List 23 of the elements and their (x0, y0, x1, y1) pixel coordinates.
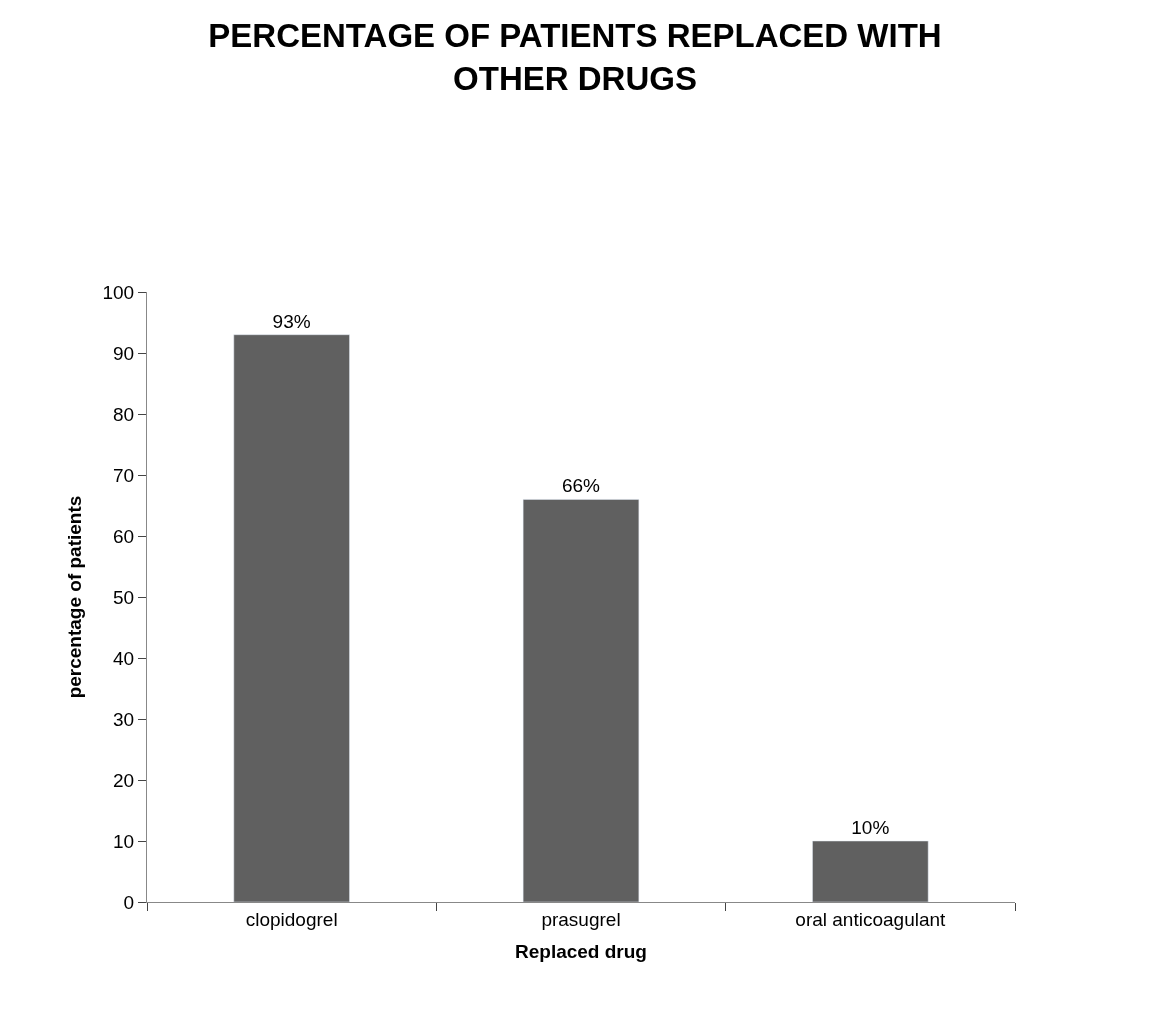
y-tick-label: 30 (113, 708, 135, 730)
y-tick-label: 70 (113, 464, 135, 486)
y-tick-label: 90 (113, 342, 135, 364)
y-tick-label: 10 (113, 830, 135, 852)
x-axis-title: Replaced drug (515, 940, 647, 962)
y-tick-label: 100 (102, 281, 135, 303)
y-tick-label: 50 (113, 586, 135, 608)
y-tick-label: 20 (113, 769, 135, 791)
y-tick-label: 60 (113, 525, 135, 547)
data-label: 66% (561, 475, 601, 497)
y-axis-title: percentage of patients (64, 495, 86, 699)
y-tick-label: 40 (113, 647, 135, 669)
y-tick-label: 80 (113, 403, 135, 425)
bar (812, 840, 929, 902)
data-label: 10% (851, 817, 890, 838)
chart-title: PERCENTAGE OF PATIENTS REPLACED WITH OTHER DRUGS (208, 16, 942, 97)
y-tick-label: 0 (123, 891, 135, 913)
x-tick-label: prasugrel (541, 908, 621, 930)
bar (233, 334, 350, 902)
data-label: 93% (272, 310, 311, 332)
bar (522, 499, 640, 902)
x-tick-label: clopidogrel (245, 908, 338, 930)
x-tick-label: oral anticoagulant (795, 908, 947, 930)
